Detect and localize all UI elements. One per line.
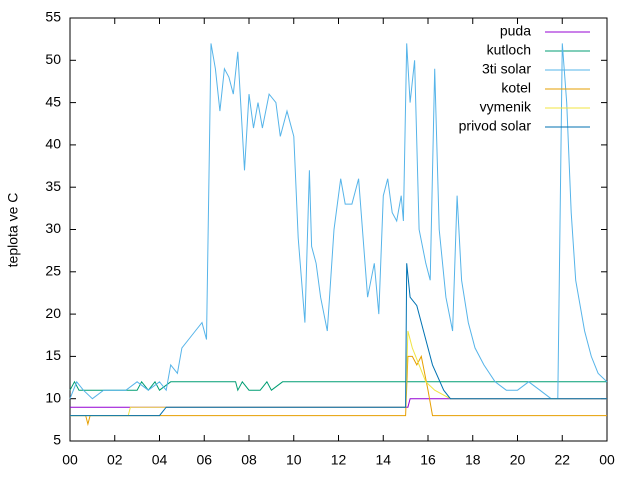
y-tick-label: 50 [45, 51, 61, 67]
series-line [69, 43, 608, 400]
legend-label: privod solar [459, 118, 532, 134]
series-line [70, 330, 607, 417]
y-axis-label: teplota ve C [5, 193, 21, 268]
x-tick-label: 04 [152, 452, 168, 468]
y-tick-label: 55 [45, 9, 61, 25]
y-tick-label: 5 [53, 432, 61, 448]
series-line [69, 380, 607, 392]
y-tick-label: 10 [45, 389, 61, 405]
legend-label: 3ti solar [482, 61, 531, 77]
x-tick-label: 00 [599, 452, 615, 468]
x-tick-label: 02 [107, 452, 123, 468]
legend-label: puda [500, 23, 531, 39]
x-tick-label: 20 [510, 452, 526, 468]
y-tick-label: 40 [45, 136, 61, 152]
y-tick-label: 45 [45, 93, 61, 109]
series-line [70, 263, 607, 417]
series-line [70, 354, 607, 427]
legend-label: vymenik [480, 99, 532, 115]
x-tick-label: 22 [554, 452, 570, 468]
x-tick-label: 12 [331, 452, 347, 468]
x-tick-label: 16 [420, 452, 436, 468]
y-tick-label: 35 [45, 178, 61, 194]
y-tick-label: 15 [45, 347, 61, 363]
x-tick-label: 00 [62, 452, 78, 468]
y-tick-label: 25 [45, 263, 61, 279]
x-tick-label: 10 [286, 452, 302, 468]
legend-label: kutloch [487, 42, 531, 58]
x-tick-label: 14 [375, 452, 391, 468]
x-tick-label: 06 [196, 452, 212, 468]
x-tick-label: 08 [241, 452, 257, 468]
y-tick-label: 30 [45, 220, 61, 236]
x-tick-label: 18 [465, 452, 481, 468]
legend-label: kotel [501, 80, 531, 96]
y-tick-label: 20 [45, 305, 61, 321]
series-line [70, 398, 607, 408]
